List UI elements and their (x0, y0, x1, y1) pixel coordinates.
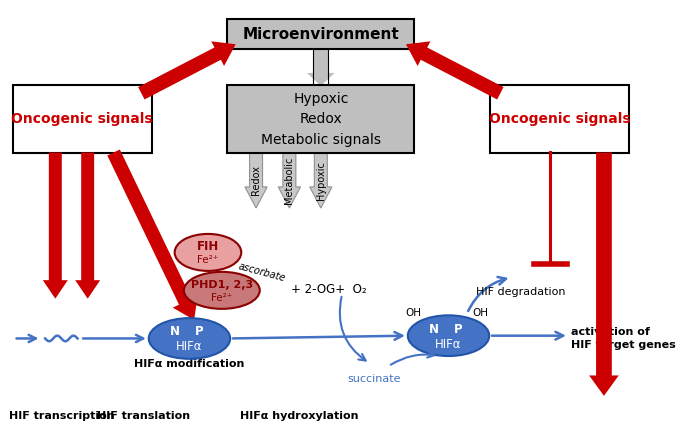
Polygon shape (589, 153, 619, 396)
Ellipse shape (175, 234, 241, 271)
Text: P: P (453, 323, 462, 336)
Polygon shape (406, 41, 503, 99)
Text: HIFα hydroxylation: HIFα hydroxylation (240, 411, 359, 421)
Text: Oncogenic signals: Oncogenic signals (12, 112, 153, 126)
Ellipse shape (149, 318, 230, 359)
FancyBboxPatch shape (13, 85, 151, 153)
Text: Metabolic: Metabolic (284, 157, 295, 204)
Polygon shape (138, 41, 236, 99)
Polygon shape (245, 153, 267, 208)
Polygon shape (310, 153, 332, 208)
Text: Oncogenic signals: Oncogenic signals (488, 112, 630, 126)
Polygon shape (108, 149, 198, 320)
FancyBboxPatch shape (227, 19, 414, 49)
Text: succinate: succinate (348, 374, 401, 384)
Text: Redox: Redox (251, 165, 261, 195)
Text: HIF transcription: HIF transcription (9, 411, 114, 421)
Ellipse shape (408, 315, 489, 356)
FancyBboxPatch shape (490, 85, 629, 153)
Text: P: P (195, 325, 203, 339)
Text: HIF degradation: HIF degradation (476, 287, 565, 297)
Ellipse shape (184, 272, 260, 309)
Text: Hypoxic: Hypoxic (316, 161, 326, 200)
Text: N: N (429, 323, 438, 336)
Text: Microenvironment: Microenvironment (242, 26, 399, 41)
Text: OH: OH (472, 309, 488, 318)
Polygon shape (43, 153, 68, 299)
Text: HIFα modification: HIFα modification (134, 359, 245, 370)
Text: PHD1, 2,3: PHD1, 2,3 (191, 280, 253, 290)
Text: + 2-OG+  O₂: + 2-OG+ O₂ (291, 283, 367, 296)
Text: ascorbate: ascorbate (238, 262, 287, 284)
Text: Fe²⁺: Fe²⁺ (197, 255, 219, 265)
Text: N: N (170, 325, 179, 339)
Text: HIFα: HIFα (176, 340, 203, 353)
Polygon shape (307, 48, 335, 86)
Polygon shape (278, 153, 301, 208)
Polygon shape (75, 153, 100, 299)
Text: Fe²⁺: Fe²⁺ (211, 293, 232, 303)
Text: OH: OH (406, 309, 421, 318)
Text: FIH: FIH (197, 240, 219, 254)
Text: HIFα: HIFα (435, 337, 462, 351)
FancyBboxPatch shape (227, 85, 414, 153)
Text: activation of
HIF target genes: activation of HIF target genes (571, 327, 675, 350)
Text: Hypoxic
Redox
Metabolic signals: Hypoxic Redox Metabolic signals (261, 92, 381, 147)
Text: HIF translation: HIF translation (97, 411, 190, 421)
